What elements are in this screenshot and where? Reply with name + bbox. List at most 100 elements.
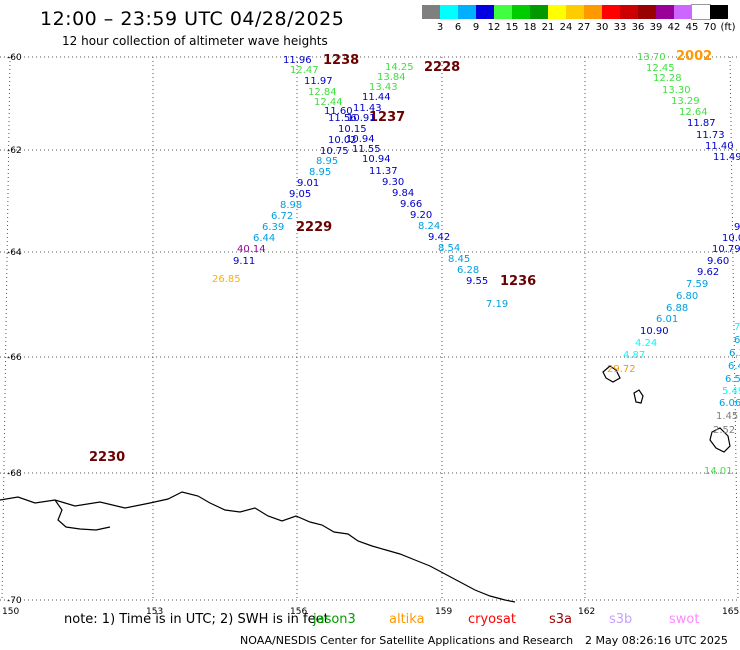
wave-value: 8.95: [316, 156, 338, 167]
wave-value: 11.73: [696, 130, 725, 141]
wave-value: 12.64: [679, 107, 708, 118]
wave-height-values: 11.96 12.47 11.97 12.84 12.44 11.60 11.5…: [212, 52, 740, 477]
scale-label: 30: [595, 22, 609, 33]
wave-value: 6.88: [666, 303, 688, 314]
lon-label: 153: [146, 607, 163, 617]
wave-value: 9.42: [428, 232, 450, 243]
pass-label: 2002: [676, 49, 712, 64]
lat-label: -70: [7, 596, 22, 606]
wave-value: 10.0: [722, 233, 740, 244]
wave-value: 12.47: [290, 65, 319, 76]
wave-value: 6.5: [725, 374, 740, 385]
wave-value: 11.40: [705, 141, 734, 152]
scale-label: (ft): [720, 22, 736, 33]
wave-value: 10.15: [338, 124, 367, 135]
scale-swatch: [710, 5, 728, 19]
wave-value: 6.80: [676, 291, 698, 302]
pass-label: 2229: [296, 220, 332, 235]
scale-label: 36: [631, 22, 645, 33]
wave-value: 10.91: [347, 113, 376, 124]
wave-value: 9.55: [466, 276, 488, 287]
wave-value: 12.45: [646, 63, 675, 74]
wave-value: 12.28: [653, 73, 682, 84]
lon-label: 156: [290, 607, 307, 617]
scale-swatch: [584, 5, 602, 19]
wave-value: 40.14: [237, 244, 266, 255]
wave-value: 9.11: [233, 256, 255, 267]
satellite-legend-s3b: s3b: [609, 612, 633, 627]
pass-labels: 1238 2228 1237 2229 1236 2002 2230: [89, 49, 712, 465]
lat-label: -66: [7, 353, 22, 363]
scale-swatch: [674, 5, 692, 19]
graticule: [0, 56, 740, 601]
wave-value: 1.45: [716, 411, 738, 422]
wave-value: 10.94: [346, 134, 375, 145]
wave-value: 10.02: [328, 135, 357, 146]
wave-value: 10.94: [362, 154, 391, 165]
lat-label: -60: [7, 53, 22, 63]
wave-value: 9.05: [289, 189, 311, 200]
wave-value: 7.19: [486, 299, 508, 310]
lon-label: 150: [2, 607, 19, 617]
wave-value: 7.59: [686, 279, 708, 290]
wave-value: 9.60: [707, 256, 729, 267]
satellite-legend-swot: swot: [669, 612, 700, 627]
scale-label: 39: [649, 22, 663, 33]
wave-value: 13.84: [377, 72, 406, 83]
scale-label: 45: [685, 22, 699, 33]
wave-value: 13.29: [671, 96, 700, 107]
scale-swatch: [512, 5, 530, 19]
wave-value: 8.24: [418, 221, 440, 232]
pass-label: 2230: [89, 450, 125, 465]
wave-value: 9.20: [410, 210, 432, 221]
scale-label: 33: [613, 22, 627, 33]
wave-value: 5.49: [722, 386, 740, 397]
wave-value: 7: [734, 322, 740, 333]
lon-label: 159: [435, 607, 452, 617]
map-subtitle: 12 hour collection of altimeter wave hei…: [62, 34, 328, 48]
scale-label: 42: [667, 22, 681, 33]
wave-value: 6.39: [262, 222, 284, 233]
satellite-legend-s3a: s3a: [549, 612, 573, 627]
pass-label: 2228: [424, 60, 460, 75]
wave-value: 14.01: [704, 466, 733, 477]
wave-value: 6.3: [729, 348, 740, 359]
wave-value: 4.87: [623, 350, 645, 361]
wave-value: 11.55: [352, 144, 381, 155]
map-title: 12:00 – 23:59 UTC 04/28/2025: [40, 8, 345, 30]
wave-value: 6.44: [253, 233, 275, 244]
wave-value: 6.01: [656, 314, 678, 325]
wave-value: 13.30: [662, 85, 691, 96]
scale-swatch: [422, 5, 440, 19]
wave-value: 11.43: [353, 103, 382, 114]
wave-value: 13.43: [369, 82, 398, 93]
scale-swatch: [602, 5, 620, 19]
wave-value: 13.70: [637, 52, 666, 63]
satellite-legend-jason3: jason3: [313, 612, 356, 627]
scale-label: 3: [436, 22, 444, 33]
satellite-legend-altika: altika: [389, 612, 425, 627]
island-shape: [602, 365, 621, 383]
wave-value: 9.30: [382, 177, 404, 188]
generated-timestamp: 2 May 08:26:16 UTC 2025: [585, 634, 728, 647]
wave-value: 2.52: [713, 425, 735, 436]
coastline-inlet: [54, 499, 111, 531]
wave-value: 8.95: [309, 167, 331, 178]
wave-value: 9.62: [697, 267, 719, 278]
satellite-legend-cryosat: cryosat: [468, 612, 516, 627]
lat-label: -62: [7, 146, 22, 156]
wave-value: 29.72: [607, 364, 636, 375]
scale-label: 18: [523, 22, 537, 33]
wave-value: 9.84: [392, 188, 414, 199]
wave-value: 10.79: [712, 244, 740, 255]
wave-value: 11.60: [324, 106, 353, 117]
scale-swatch: [566, 5, 584, 19]
wave-value: 6.06: [719, 398, 740, 409]
wave-value: 10.75: [320, 146, 349, 157]
scale-swatch: [656, 5, 674, 19]
wave-value: 14.25: [385, 62, 414, 73]
wave-value: 11.44: [362, 92, 391, 103]
credit-text: NOAA/NESDIS Center for Satellite Applica…: [240, 634, 574, 647]
scale-label: 70: [703, 22, 717, 33]
